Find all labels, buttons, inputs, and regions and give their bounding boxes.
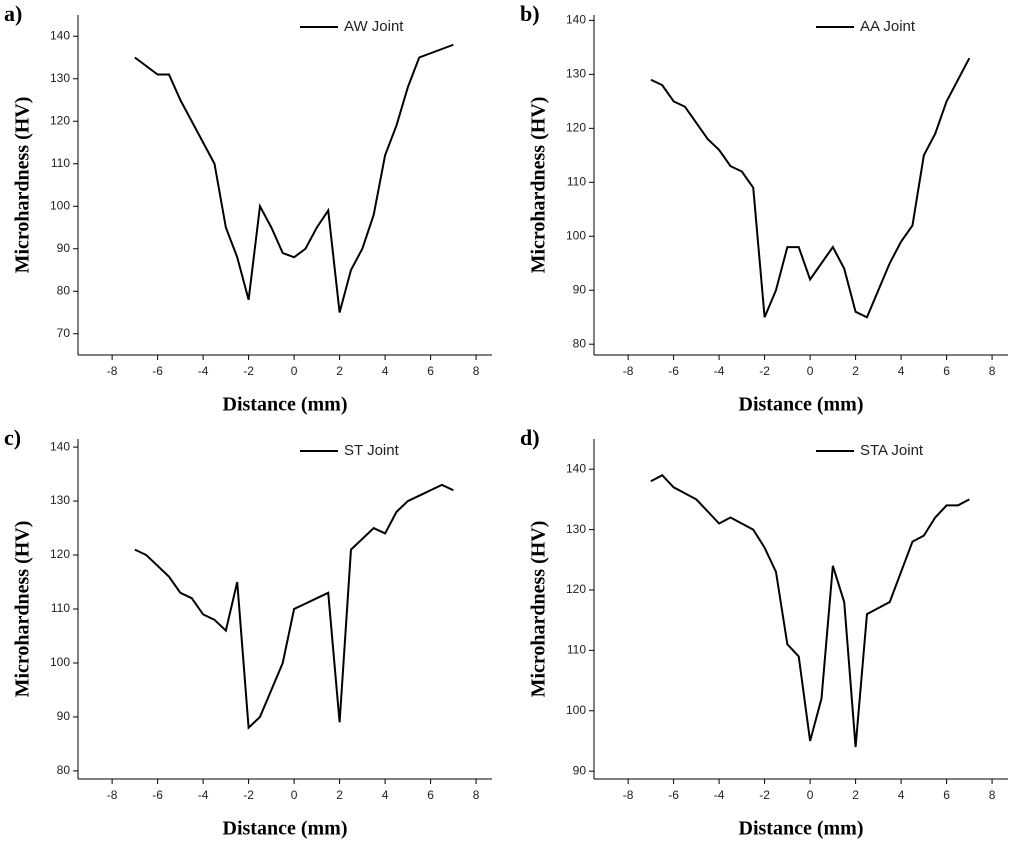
x-tick-label: -6 bbox=[152, 364, 163, 378]
data-line bbox=[134, 483, 454, 730]
data-line bbox=[650, 473, 970, 748]
y-tick-label: 140 bbox=[50, 439, 70, 453]
y-axis-title: Microhardness (HV) bbox=[528, 97, 550, 274]
x-tick-label: 4 bbox=[382, 364, 389, 378]
y-tick-label: 120 bbox=[50, 113, 70, 127]
y-tick-label: 100 bbox=[50, 198, 70, 212]
x-tick-label: 4 bbox=[898, 788, 905, 802]
y-tick-label: 100 bbox=[50, 655, 70, 669]
y-tick-label: 80 bbox=[57, 763, 71, 777]
panel-label: c) bbox=[4, 425, 21, 450]
y-tick-label: 130 bbox=[566, 522, 586, 536]
y-tick-label: 100 bbox=[566, 703, 586, 717]
x-tick-label: -4 bbox=[198, 788, 209, 802]
y-tick-label: 120 bbox=[566, 121, 586, 135]
y-tick-label: 90 bbox=[57, 709, 71, 723]
y-tick-label: 110 bbox=[567, 174, 586, 188]
y-axis-title: Microhardness (HV) bbox=[528, 521, 550, 698]
x-tick-label: -4 bbox=[714, 788, 725, 802]
x-tick-label: 6 bbox=[427, 788, 434, 802]
y-tick-label: 140 bbox=[566, 461, 586, 475]
panel: 90 100 110 120 130 140 -8 -6 -4 -2 0 2 4 6 8 Distance (… bbox=[520, 425, 1008, 840]
x-tick-label: -2 bbox=[759, 364, 770, 378]
x-tick-label: 0 bbox=[807, 788, 814, 802]
x-tick-label: 6 bbox=[943, 788, 950, 802]
y-tick-label: 90 bbox=[57, 241, 71, 255]
y-tick-label: 110 bbox=[567, 643, 586, 657]
legend-label: AA Joint bbox=[860, 18, 916, 35]
y-axis-title: Microhardness (HV) bbox=[12, 521, 34, 698]
x-tick-label: 2 bbox=[336, 788, 343, 802]
panel-label: b) bbox=[520, 1, 540, 26]
panel: 70 80 90 100 110 120 130 140 -8 -6 -4 -2 0 2 4 6 8 Distan… bbox=[4, 1, 492, 416]
legend-label: STA Joint bbox=[860, 442, 924, 459]
y-tick-label: 110 bbox=[51, 601, 70, 615]
y-tick-label: 130 bbox=[566, 67, 586, 81]
x-tick-label: 0 bbox=[807, 364, 814, 378]
x-tick-label: -8 bbox=[107, 788, 118, 802]
x-axis-title: Distance (mm) bbox=[223, 394, 348, 416]
x-tick-label: 8 bbox=[473, 364, 480, 378]
x-axis-title: Distance (mm) bbox=[739, 394, 864, 416]
y-tick-label: 110 bbox=[51, 156, 70, 170]
panel: 80 90 100 110 120 130 140 -8 -6 -4 -2 0 2 4 6 8 Distance… bbox=[520, 1, 1008, 416]
x-tick-label: 8 bbox=[473, 788, 480, 802]
x-tick-label: -4 bbox=[714, 364, 725, 378]
x-tick-label: 2 bbox=[852, 364, 859, 378]
y-tick-label: 120 bbox=[566, 582, 586, 596]
y-tick-label: 90 bbox=[573, 282, 587, 296]
y-tick-label: 70 bbox=[57, 326, 71, 340]
y-tick-label: 80 bbox=[57, 283, 71, 297]
x-tick-label: -8 bbox=[623, 364, 634, 378]
data-line bbox=[134, 43, 454, 313]
x-tick-label: 0 bbox=[291, 788, 298, 802]
x-tick-label: -2 bbox=[759, 788, 770, 802]
x-tick-label: -2 bbox=[243, 788, 254, 802]
x-axis-title: Distance (mm) bbox=[223, 818, 348, 840]
x-tick-label: 6 bbox=[427, 364, 434, 378]
x-tick-label: -2 bbox=[243, 364, 254, 378]
x-tick-label: 4 bbox=[382, 788, 389, 802]
y-tick-label: 140 bbox=[50, 28, 70, 42]
data-line bbox=[650, 57, 971, 319]
y-axis-title: Microhardness (HV) bbox=[12, 97, 34, 274]
x-tick-label: 6 bbox=[943, 364, 950, 378]
panel-label: a) bbox=[4, 1, 22, 26]
x-tick-label: 2 bbox=[336, 364, 343, 378]
x-tick-label: 0 bbox=[291, 364, 298, 378]
x-tick-label: -6 bbox=[152, 788, 163, 802]
y-tick-label: 130 bbox=[50, 493, 70, 507]
legend-label: ST Joint bbox=[344, 442, 400, 459]
x-tick-label: 8 bbox=[989, 788, 996, 802]
x-tick-label: 4 bbox=[898, 364, 905, 378]
x-tick-label: -6 bbox=[668, 364, 679, 378]
y-tick-label: 120 bbox=[50, 547, 70, 561]
x-tick-label: -4 bbox=[198, 364, 209, 378]
x-tick-label: -6 bbox=[668, 788, 679, 802]
x-tick-label: -8 bbox=[623, 788, 634, 802]
y-tick-label: 100 bbox=[566, 228, 586, 242]
x-axis-title: Distance (mm) bbox=[739, 818, 864, 840]
y-tick-label: 140 bbox=[566, 13, 586, 27]
panel-label: d) bbox=[520, 425, 540, 450]
y-tick-label: 80 bbox=[573, 336, 587, 350]
x-tick-label: -8 bbox=[107, 364, 118, 378]
panel: 80 90 100 110 120 130 140 -8 -6 -4 -2 0 2 4 6 8 Distance… bbox=[4, 425, 492, 840]
x-tick-label: 2 bbox=[852, 788, 859, 802]
y-tick-label: 130 bbox=[50, 71, 70, 85]
x-tick-label: 8 bbox=[989, 364, 996, 378]
y-tick-label: 90 bbox=[573, 763, 587, 777]
legend-label: AW Joint bbox=[344, 18, 404, 35]
